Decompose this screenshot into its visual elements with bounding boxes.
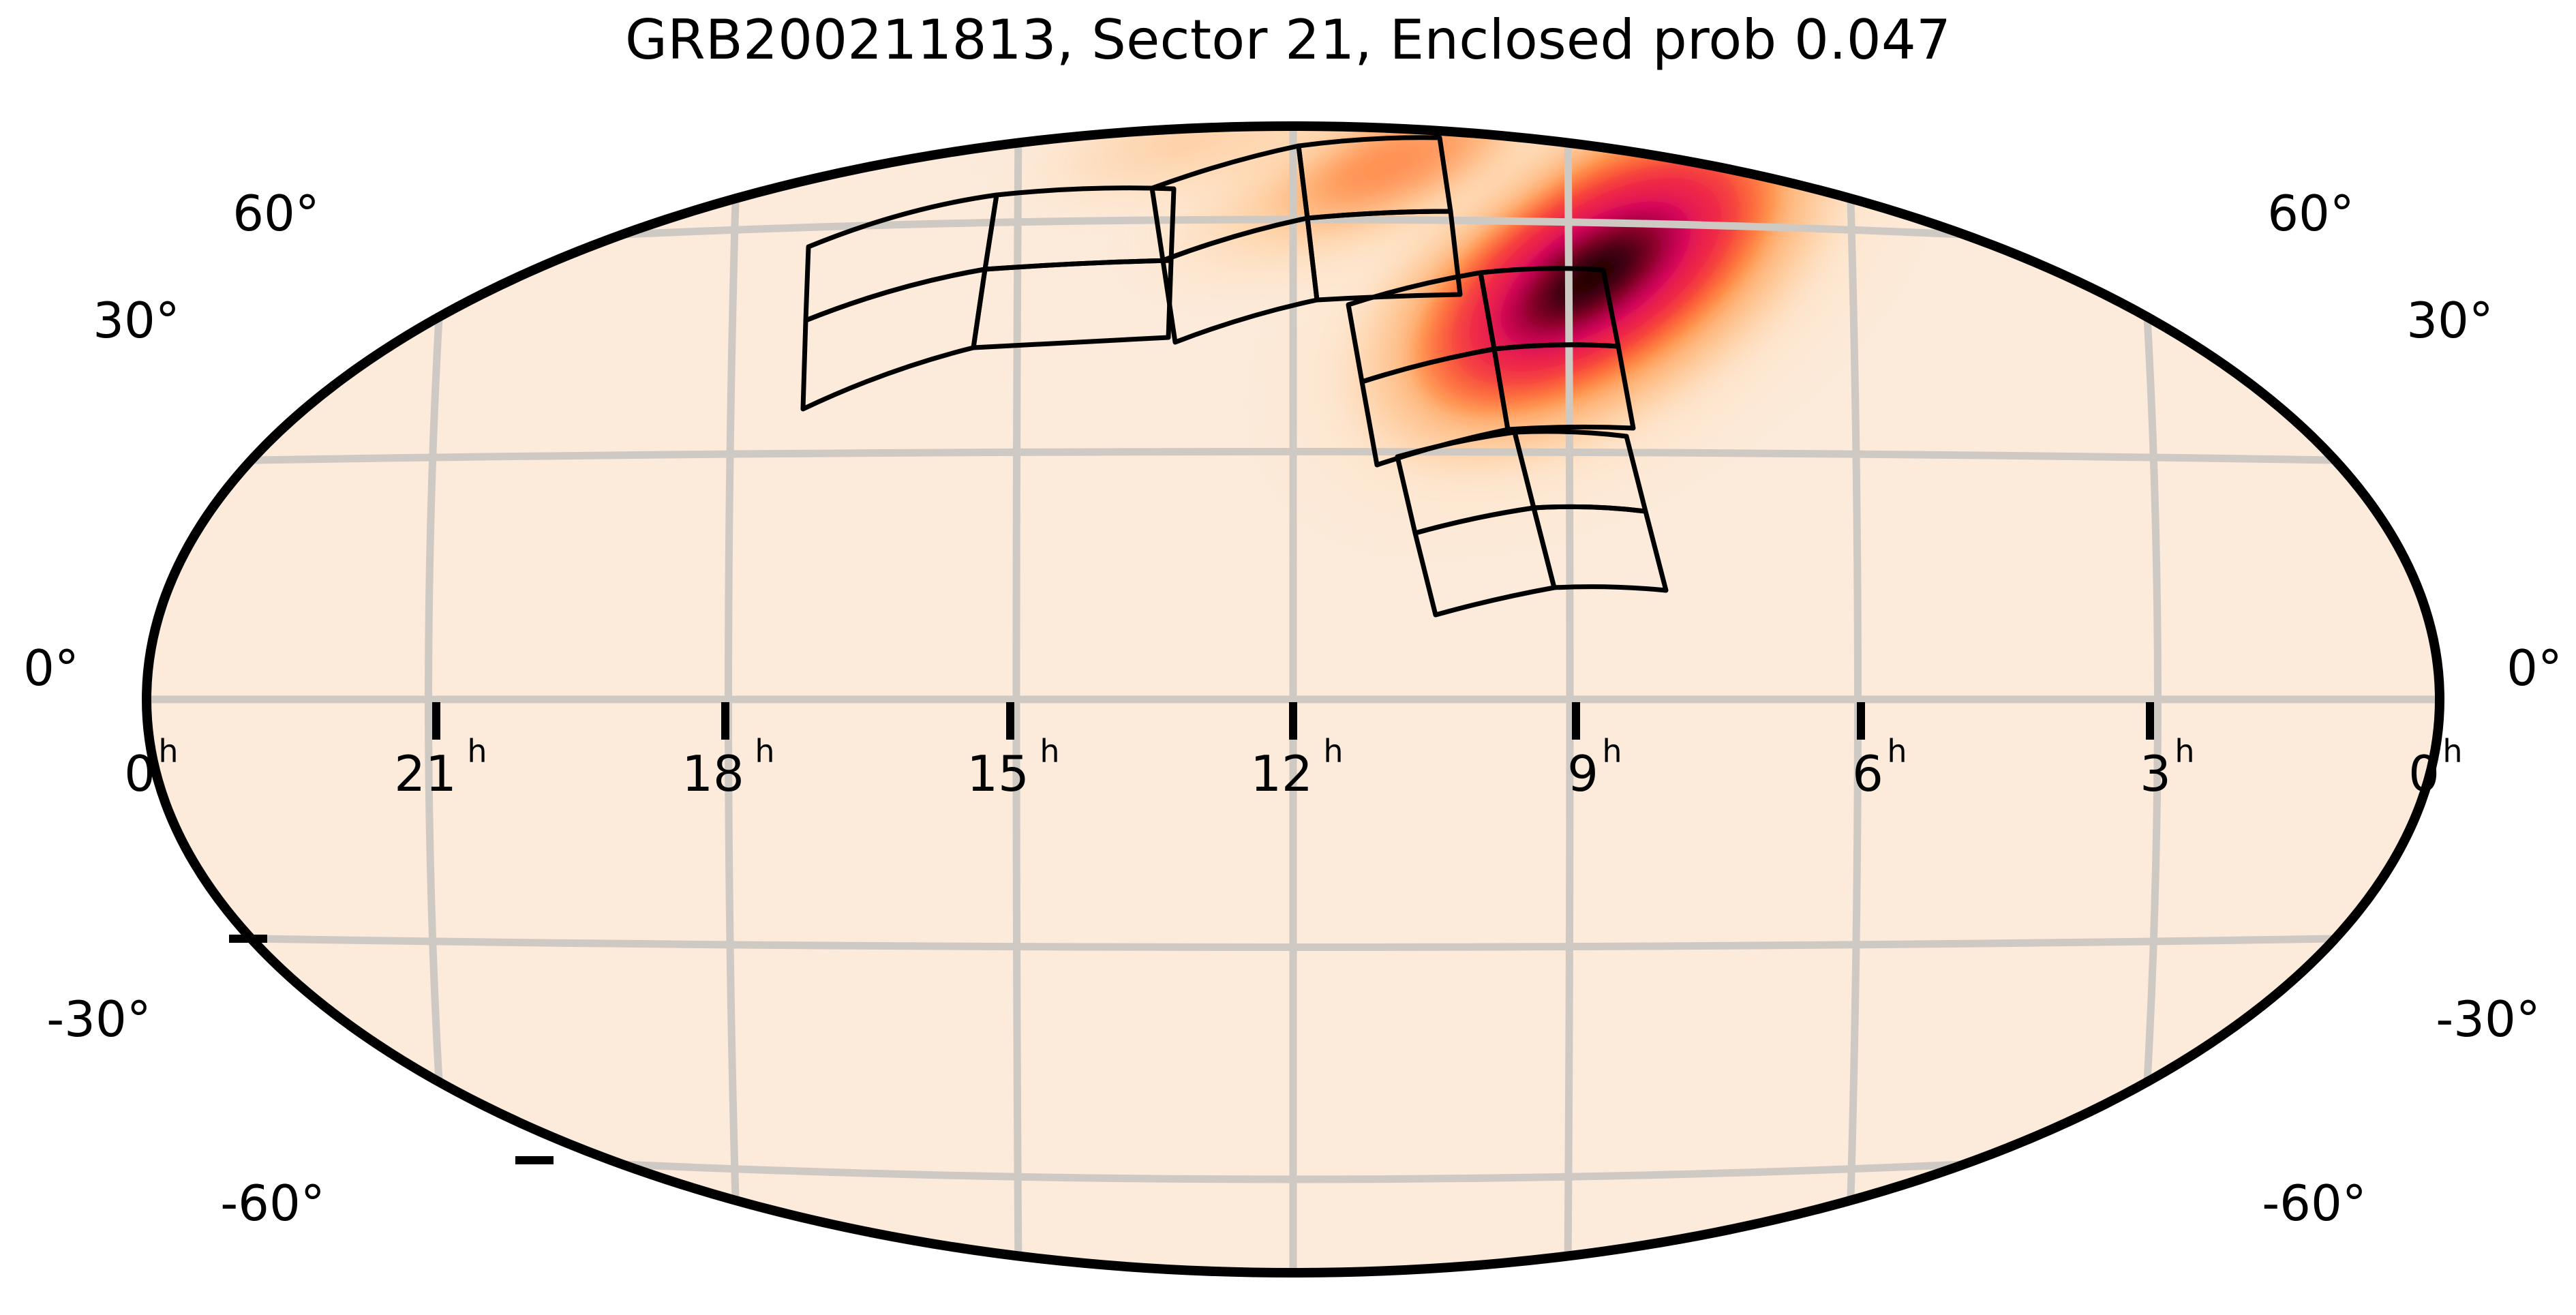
- tess-camera-3: [1149, 135, 1463, 345]
- ra-label-3h-value: 3: [2140, 745, 2171, 802]
- dec-label-left-m30: -30°: [46, 991, 151, 1048]
- ra-label-9h-unit: h: [1602, 733, 1622, 770]
- dec-label-right-m30: -30°: [2436, 991, 2541, 1048]
- ra-label-15h-value: 15: [967, 745, 1029, 802]
- dec-label-left-0: 0°: [23, 639, 79, 697]
- meridian-ra-18h: [725, 133, 742, 1266]
- ra-label-12h-unit: h: [1323, 733, 1343, 770]
- sky-border-ellipse: [142, 121, 2444, 1278]
- ra-label-12h: 12 h: [1250, 733, 1343, 802]
- dec-label-left-30: 30°: [93, 292, 180, 349]
- ra-label-0h-right: 0 h: [2408, 733, 2462, 802]
- ra-label-9h-value: 9: [1567, 745, 1598, 802]
- ra-label-6h-unit: h: [1887, 733, 1907, 770]
- tess-ccd-1d: [1531, 504, 1669, 593]
- tess-ccd-2d: [1491, 342, 1636, 432]
- dec-label-left-60: 60°: [232, 185, 320, 242]
- ra-label-18h-value: 18: [682, 745, 744, 802]
- ra-label-18h: 18 h: [682, 733, 774, 802]
- ra-label-15h-unit: h: [1040, 733, 1059, 770]
- tess-ccd-4d: [971, 258, 1174, 350]
- meridian-ra-6h: [1845, 133, 1862, 1266]
- tess-camera-1: [1395, 429, 1669, 618]
- dec-label-right-30: 30°: [2406, 292, 2494, 349]
- prob-tail-orange: [1237, 126, 1557, 250]
- page-title: GRB200211813, Sector 21, Enclosed prob 0…: [624, 8, 1952, 72]
- dec-label-right-0: 0°: [2506, 639, 2562, 697]
- ra-label-0h-left: 0 h: [124, 733, 178, 802]
- ra-label-15h: 15 h: [967, 733, 1059, 802]
- meridian-ra-15h: [1012, 127, 1022, 1272]
- ra-label-0h-left-value: 0: [124, 745, 155, 802]
- ra-label-21h-unit: h: [467, 733, 487, 770]
- ra-label-21h: 21 h: [394, 733, 487, 802]
- dec-labels-left: 60° 30° 0° -30° -60°: [23, 185, 325, 1232]
- ra-label-3h-unit: h: [2175, 733, 2194, 770]
- ra-label-3h: 3 h: [2140, 733, 2194, 802]
- ra-label-0h-left-unit: h: [158, 733, 178, 770]
- ra-labels: 0 h 21 h 18 h 15 h 12 h 9 h: [124, 733, 2462, 802]
- tess-ccd-3d: [1305, 209, 1463, 303]
- ra-label-21h-value: 21: [394, 745, 457, 802]
- tess-camera-4: [800, 185, 1177, 412]
- ra-label-9h: 9 h: [1567, 733, 1622, 802]
- dec-label-left-m60: -60°: [220, 1175, 325, 1232]
- dec-labels-right: 60° 30° 0° -30° -60°: [2262, 185, 2562, 1232]
- ra-label-0h-right-unit: h: [2442, 733, 2462, 770]
- meridian-ra-9h: [1564, 127, 1574, 1272]
- dec-label-right-60: 60°: [2267, 185, 2354, 242]
- ra-label-6h-value: 6: [1852, 745, 1883, 802]
- dec-label-right-m60: -60°: [2262, 1175, 2367, 1232]
- ra-label-12h-value: 12: [1250, 745, 1313, 802]
- tess-footprints: [800, 135, 1669, 618]
- ra-label-6h: 6 h: [1852, 733, 1907, 802]
- ra-label-0h-right-value: 0: [2408, 745, 2440, 802]
- ra-tick-marks: [432, 702, 2154, 740]
- dec-tick-marks: [229, 935, 554, 1164]
- prob-core: [1488, 197, 1697, 356]
- ra-label-18h-unit: h: [755, 733, 774, 770]
